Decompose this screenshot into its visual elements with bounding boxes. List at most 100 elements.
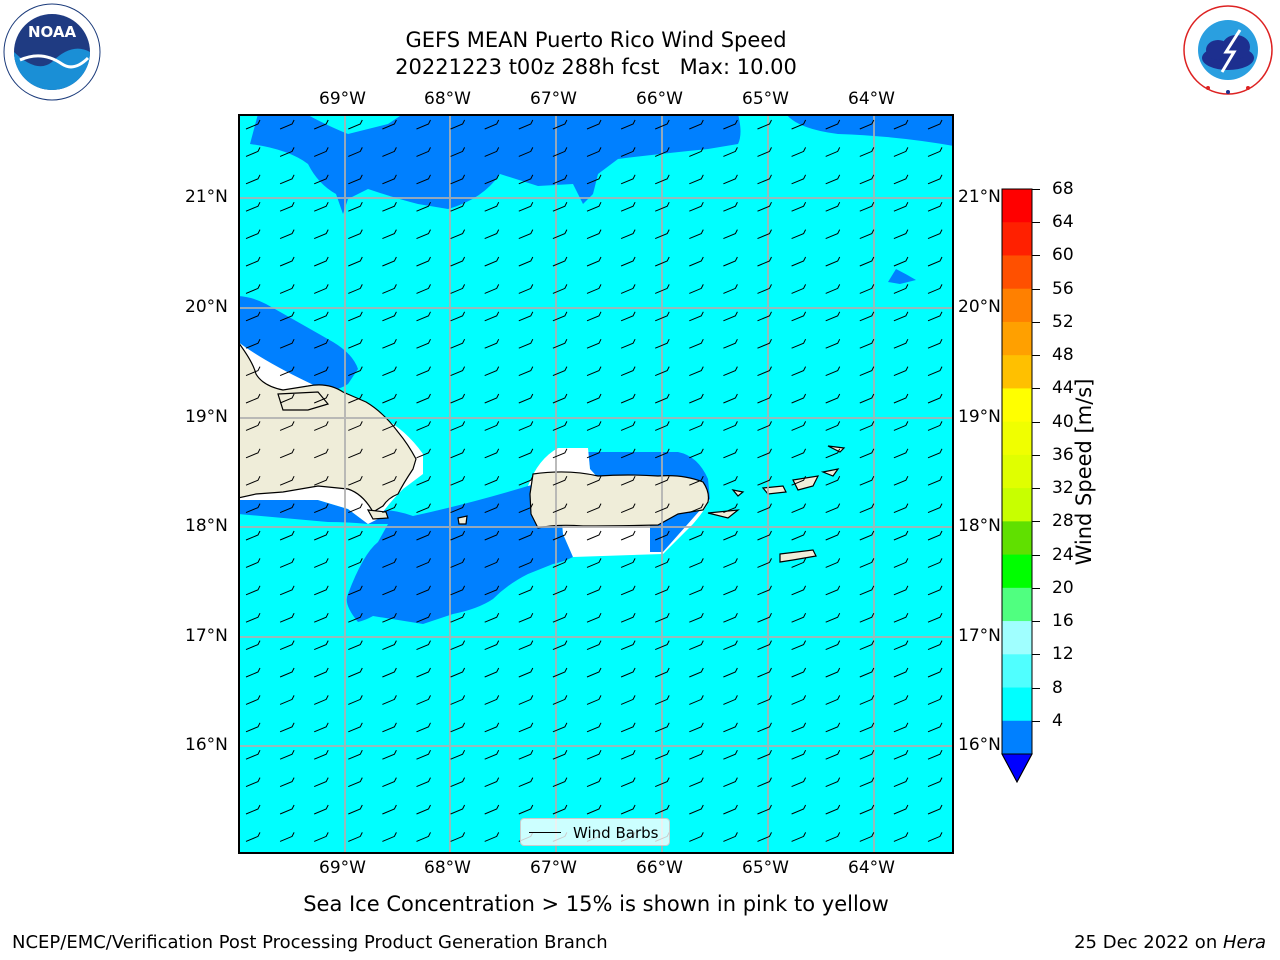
colorbar-bin bbox=[1002, 587, 1032, 622]
wind-barb bbox=[859, 421, 875, 431]
wind-barb bbox=[723, 722, 738, 733]
wind-barb bbox=[484, 503, 500, 514]
wind-barb bbox=[825, 366, 841, 377]
wind-barb bbox=[927, 722, 943, 733]
wind-barbs bbox=[245, 119, 943, 842]
wind-barb bbox=[791, 174, 807, 185]
lon-label-top: 68°W bbox=[424, 89, 471, 109]
wind-barb bbox=[893, 832, 909, 842]
wind-barb bbox=[382, 722, 397, 733]
wind-barb bbox=[757, 421, 772, 431]
wind-barb bbox=[655, 284, 670, 294]
wind-barb bbox=[586, 201, 602, 212]
footer-host: Hera bbox=[1222, 932, 1266, 953]
wind-barb bbox=[893, 530, 909, 541]
wind-barb bbox=[689, 832, 704, 842]
wind-barb bbox=[655, 777, 670, 788]
wind-barb bbox=[791, 311, 807, 322]
wind-barb bbox=[348, 722, 363, 733]
colorbar-tick-mark bbox=[1032, 288, 1040, 290]
wind-barb bbox=[825, 475, 841, 486]
wind-barb bbox=[893, 475, 909, 486]
wind-barb bbox=[791, 421, 807, 431]
wind-barb bbox=[655, 311, 670, 322]
wind-barb bbox=[245, 640, 261, 651]
wind-barb bbox=[245, 503, 261, 514]
wind-barb bbox=[484, 612, 500, 623]
colorbar-bin bbox=[1002, 687, 1032, 722]
wind-barb bbox=[279, 475, 295, 486]
colorbar-tick-mark bbox=[1032, 521, 1040, 523]
wind-barb bbox=[689, 284, 704, 294]
wind-barb bbox=[791, 612, 807, 623]
wind-barb bbox=[927, 804, 943, 815]
wind-barb bbox=[825, 311, 841, 322]
wind-barb bbox=[791, 147, 807, 157]
wind-barb bbox=[279, 448, 295, 459]
wind-barb bbox=[348, 475, 363, 486]
wind-barb bbox=[484, 174, 500, 185]
wind-barb bbox=[484, 777, 500, 788]
wind-barb bbox=[620, 777, 636, 788]
wind-barb bbox=[757, 832, 772, 842]
wind-barb bbox=[416, 201, 431, 212]
wind-barb bbox=[450, 832, 466, 842]
colorbar-bin bbox=[1002, 355, 1032, 389]
wind-barb bbox=[791, 640, 807, 651]
wind-barb bbox=[586, 256, 602, 267]
wind-barb bbox=[927, 530, 943, 541]
wind-barb bbox=[655, 201, 670, 212]
wind-barb bbox=[723, 174, 738, 185]
wind-barb bbox=[382, 229, 397, 240]
wind-barb bbox=[791, 558, 807, 568]
lat-label-right: 21°N bbox=[958, 187, 1001, 207]
wind-barb bbox=[893, 311, 909, 322]
lon-label-bottom: 67°W bbox=[530, 858, 577, 878]
wind-barb bbox=[893, 585, 909, 596]
wind-barb bbox=[791, 338, 807, 349]
wind-barb bbox=[689, 695, 704, 705]
wind-barb bbox=[859, 585, 875, 596]
wind-barb bbox=[723, 695, 738, 705]
wind-barb bbox=[825, 229, 841, 240]
wind-barb bbox=[518, 393, 534, 404]
map-legend: Wind Barbs bbox=[520, 818, 670, 846]
map-panel[interactable] bbox=[237, 114, 954, 854]
wind-barb bbox=[723, 421, 738, 431]
wind-barb bbox=[245, 256, 261, 267]
wind-barb bbox=[314, 366, 329, 377]
wind-barb bbox=[245, 448, 261, 459]
wind-barb bbox=[655, 585, 670, 596]
wind-barb bbox=[416, 338, 431, 349]
colorbar-tick-label: 28 bbox=[1052, 511, 1074, 532]
wind-barb bbox=[382, 174, 397, 185]
wind-barb bbox=[314, 475, 329, 486]
wind-barb bbox=[689, 530, 704, 541]
wind-barb bbox=[484, 338, 500, 349]
wind-barb bbox=[689, 667, 704, 678]
wind-barb bbox=[484, 722, 500, 733]
wind-barb bbox=[655, 229, 670, 240]
wind-barb bbox=[586, 366, 602, 377]
wind-barb bbox=[620, 640, 636, 651]
wind-barb bbox=[279, 749, 295, 760]
wind-barb bbox=[518, 530, 534, 541]
wind-barb bbox=[279, 284, 295, 294]
legend-wind-barb-line bbox=[529, 832, 561, 833]
wind-barb bbox=[620, 229, 636, 240]
wind-barb bbox=[450, 421, 466, 431]
wind-barb bbox=[586, 612, 602, 623]
wind-barb bbox=[723, 777, 738, 788]
wind-barb bbox=[859, 503, 875, 514]
colorbar-bin bbox=[1002, 621, 1032, 655]
colorbar-tick-label: 24 bbox=[1052, 544, 1074, 565]
colorbar-tick-mark bbox=[1032, 621, 1040, 623]
wind-barb bbox=[893, 695, 909, 705]
wind-barb bbox=[689, 119, 704, 130]
lat-label-right: 19°N bbox=[958, 407, 1001, 427]
wind-barb bbox=[791, 229, 807, 240]
wind-barb bbox=[279, 585, 295, 596]
wind-barb bbox=[893, 338, 909, 349]
wind-barb bbox=[689, 585, 704, 596]
wind-barb bbox=[245, 229, 261, 240]
